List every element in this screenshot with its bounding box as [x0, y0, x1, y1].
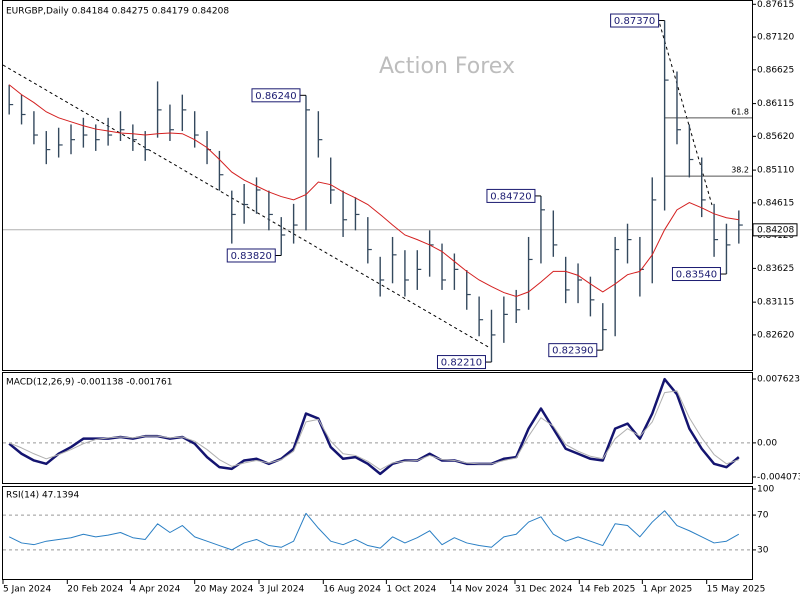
y-tick-label: 0.83115 [757, 298, 794, 308]
annotation-label: 0.87370 [614, 16, 655, 27]
x-tick-label: 14 Nov 2024 [451, 585, 509, 595]
indicator-line [8, 510, 740, 551]
y-tick-label: 0.87615 [757, 0, 794, 10]
annotation-box [226, 248, 276, 263]
rsi-panel [2, 486, 753, 580]
annotation-label: 0.83540 [676, 270, 717, 281]
watermark: Action Forex [379, 54, 515, 79]
annotation-box [610, 13, 660, 28]
x-tick-label: 4 Apr 2024 [130, 585, 180, 595]
trend-line [2, 64, 491, 349]
y-tick-label: 0.84615 [757, 198, 794, 208]
annotation-label: 0.84720 [490, 191, 531, 202]
x-tick-label: 1 Apr 2025 [642, 585, 692, 595]
y-tick-label: 0.86625 [757, 65, 794, 75]
x-tick-label: 16 Aug 2024 [323, 585, 381, 595]
price-panel [2, 0, 753, 371]
indicator-line [8, 390, 739, 471]
y-tick-label: 0.007623 [757, 374, 800, 384]
annotation-label: 0.82210 [441, 358, 482, 369]
indicator-line [8, 377, 740, 476]
trend-line [657, 17, 713, 206]
fib-label: 61.8 [731, 107, 749, 116]
x-tick-label: 5 Jan 2024 [3, 585, 51, 595]
y-tick-label: 30 [757, 545, 769, 555]
x-tick-label: 20 May 2024 [195, 585, 254, 595]
annotation-box [251, 88, 301, 103]
last-price-label: 0.84208 [757, 225, 794, 235]
last-price-box [752, 223, 798, 237]
x-tick-label: 20 Feb 2024 [67, 585, 123, 595]
annotation-box [548, 343, 598, 358]
x-tick-label: 31 Dec 2024 [515, 585, 573, 595]
y-tick-label: 100 [757, 485, 774, 495]
y-tick-label: -0.004073 [757, 473, 800, 483]
y-tick-label: 0.87120 [757, 33, 794, 43]
y-tick-label: 70 [757, 511, 769, 521]
x-tick-label: 1 Oct 2024 [386, 585, 436, 595]
y-tick-label: 0.85620 [757, 132, 794, 142]
y-tick-label: 0.86115 [757, 99, 794, 109]
fib-label: 38.2 [731, 166, 749, 175]
annotation-label: 0.83820 [231, 251, 272, 262]
macd-panel [2, 372, 753, 484]
x-tick-label: 3 Jul 2024 [259, 585, 304, 595]
annotation-label: 0.86240 [255, 91, 296, 102]
annotation-box [486, 188, 536, 203]
annotation-box [671, 267, 721, 282]
price-header: EURGBP,Daily 0.84184 0.84275 0.84179 0.8… [6, 7, 229, 17]
x-tick-label: 14 Feb 2025 [579, 585, 635, 595]
y-tick-label: 0.82620 [757, 330, 794, 340]
macd-header: MACD(12,26,9) -0.001138 -0.001761 [6, 378, 172, 388]
annotation-box [436, 355, 486, 370]
rsi-header: RSI(14) 47.1394 [6, 491, 79, 501]
moving-average [8, 84, 739, 298]
y-tick-label: 0.00 [757, 438, 777, 448]
x-tick-label: 15 May 2025 [707, 585, 766, 595]
y-tick-label: 0.83625 [757, 264, 794, 274]
annotation-label: 0.82390 [552, 346, 593, 357]
y-tick-label: 0.85110 [757, 166, 794, 176]
